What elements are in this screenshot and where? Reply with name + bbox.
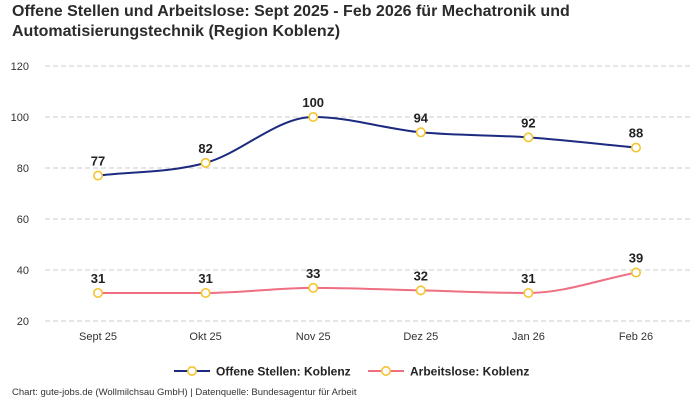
y-tick-label: 80 — [17, 163, 29, 175]
data-point-offene-stellen — [630, 142, 641, 153]
series-line-offene-stellen — [97, 115, 637, 177]
x-tick-label: Dez 25 — [403, 331, 438, 343]
x-axis: Sept 25 Okt 25 Nov 25 Dez 25 Jan 26 Feb 26 — [79, 331, 653, 343]
data-label-arbeitslose: 31 — [91, 271, 105, 286]
y-axis: 20 40 60 80 100 120 — [11, 61, 29, 328]
y-tick-label: 100 — [11, 112, 29, 124]
x-tick-label: Feb 26 — [619, 331, 653, 343]
y-tick-label: 20 — [17, 316, 29, 328]
x-tick-label: Okt 25 — [189, 331, 221, 343]
data-label-offene-stellen: 94 — [414, 110, 429, 125]
data-label-arbeitslose: 39 — [629, 251, 643, 266]
x-tick-label: Sept 25 — [79, 331, 117, 343]
legend-label-arbeitslose: Arbeitslose: Koblenz — [410, 365, 529, 379]
chart-title: Offene Stellen und Arbeitslose: Sept 202… — [12, 3, 570, 40]
data-label-offene-stellen: 88 — [629, 126, 643, 141]
data-point-offene-stellen — [93, 170, 104, 181]
data-point-arbeitslose — [308, 282, 319, 293]
y-tick-label: 120 — [11, 61, 29, 73]
data-point-offene-stellen — [200, 157, 211, 168]
data-point-arbeitslose — [523, 287, 534, 298]
legend-marker-arbeitslose — [380, 365, 391, 376]
data-label-arbeitslose: 31 — [521, 271, 535, 286]
data-label-offene-stellen: 100 — [302, 95, 324, 110]
legend: Offene Stellen: Koblenz Arbeitslose: Kobl… — [174, 365, 529, 379]
grid-lines — [45, 65, 692, 322]
data-point-arbeitslose — [630, 267, 641, 278]
x-tick-label: Jan 26 — [512, 331, 545, 343]
legend-label-offene-stellen: Offene Stellen: Koblenz — [216, 365, 351, 379]
data-label-arbeitslose: 32 — [414, 268, 428, 283]
data-point-offene-stellen — [523, 132, 534, 143]
x-tick-label: Nov 25 — [296, 331, 331, 343]
data-label-arbeitslose: 31 — [198, 271, 212, 286]
data-label-offene-stellen: 82 — [198, 141, 212, 156]
legend-marker-offene-stellen — [187, 365, 198, 376]
data-label-offene-stellen: 77 — [91, 154, 105, 169]
data-point-offene-stellen — [308, 112, 319, 123]
data-labels: 77 82 100 94 92 88 31 31 33 32 31 39 — [91, 95, 643, 286]
series-line-arbeitslose — [97, 271, 637, 294]
y-tick-label: 40 — [17, 265, 29, 277]
data-point-arbeitslose — [200, 287, 211, 298]
data-label-arbeitslose: 33 — [306, 266, 320, 281]
data-point-arbeitslose — [93, 287, 104, 298]
y-tick-label: 60 — [17, 214, 29, 226]
series-lines — [93, 112, 641, 298]
data-label-offene-stellen: 92 — [521, 115, 535, 130]
data-point-arbeitslose — [415, 285, 426, 296]
source-note: Chart: gute-jobs.de (Wollmilchsau GmbH) … — [12, 387, 357, 398]
data-point-offene-stellen — [415, 127, 426, 138]
